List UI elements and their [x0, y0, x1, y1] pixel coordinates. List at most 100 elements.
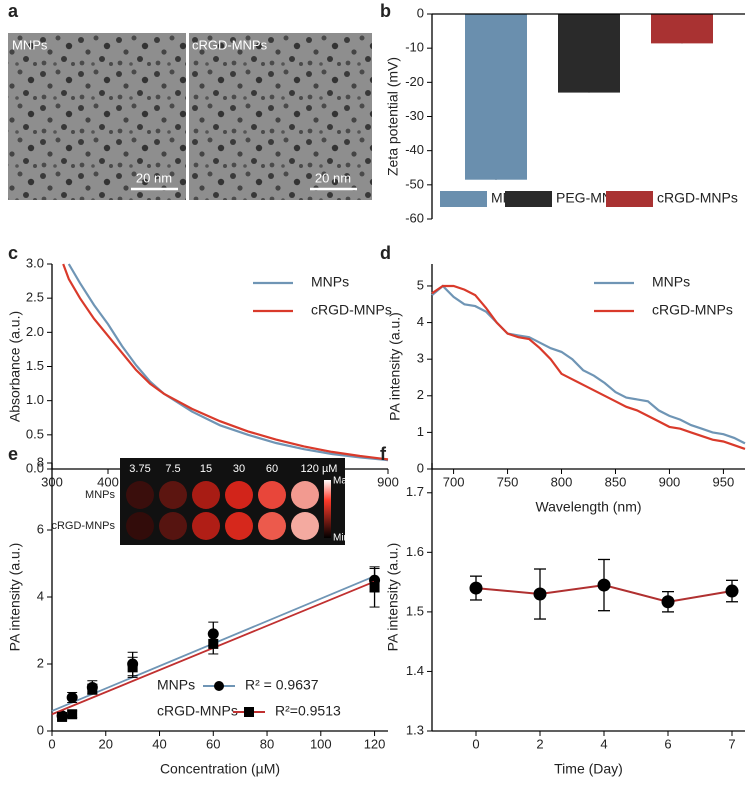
x-tick-label: 750 — [497, 474, 519, 489]
series-line — [431, 284, 746, 450]
legend-box — [436, 187, 744, 211]
panel-label: a — [8, 1, 19, 21]
x-tick-label: 700 — [443, 474, 465, 489]
legend-label: cRGD-MNPs — [157, 703, 238, 719]
inset-well — [258, 481, 286, 509]
legend-r2: R² = 0.9637 — [245, 677, 319, 693]
y-tick-label: 6 — [37, 521, 44, 536]
legend-swatch — [440, 191, 487, 207]
inset-well — [159, 512, 187, 540]
legend-label: cRGD-MNPs — [311, 302, 392, 318]
x-axis-label: Wavelength (nm) — [535, 499, 641, 515]
y-tick-label: 3 — [417, 351, 424, 366]
y-tick-label: -30 — [405, 108, 424, 123]
point — [597, 578, 611, 592]
legend-marker — [244, 707, 254, 717]
point — [67, 709, 78, 720]
image-label: MNPs — [12, 37, 48, 52]
point — [208, 638, 219, 649]
x-tick-label: 800 — [551, 474, 573, 489]
panel-label: e — [8, 444, 18, 464]
legend-swatch — [505, 191, 552, 207]
y-tick-label: 0.0 — [26, 460, 44, 475]
panel-label: b — [380, 1, 391, 21]
y-tick-label: 1.0 — [26, 392, 44, 407]
legend-swatch — [606, 191, 653, 207]
panel-label: c — [8, 243, 18, 263]
point — [369, 581, 380, 592]
colorbar-label: Max — [333, 476, 352, 487]
point — [469, 581, 483, 595]
y-tick-label: 3.0 — [26, 255, 44, 270]
y-tick-label: 1.3 — [406, 722, 424, 737]
inset-well — [126, 512, 154, 540]
scale-label: 20 nm — [315, 170, 351, 185]
x-tick-label: 80 — [260, 736, 274, 751]
inset-column-label: 7.5 — [165, 463, 180, 475]
inset-well — [159, 481, 187, 509]
x-tick-label: 950 — [713, 474, 735, 489]
tem-image — [189, 33, 372, 200]
y-tick-label: 1 — [417, 424, 424, 439]
y-tick-label: 2 — [37, 655, 44, 670]
point — [725, 584, 739, 598]
y-tick-label: 1.7 — [406, 484, 424, 499]
inset-row-label: MNPs — [85, 489, 115, 501]
colorbar — [324, 480, 331, 538]
point — [127, 662, 138, 673]
y-tick-label: -10 — [405, 40, 424, 55]
bar — [558, 14, 620, 93]
x-tick-label: 850 — [605, 474, 627, 489]
y-tick-label: 2.5 — [26, 290, 44, 305]
x-tick-label: 900 — [659, 474, 681, 489]
inset-well — [291, 512, 319, 540]
y-tick-label: 1.5 — [26, 358, 44, 373]
y-axis-label: Zeta potential (mV) — [385, 57, 401, 176]
y-tick-label: -40 — [405, 142, 424, 157]
x-axis-label: Time (Day) — [554, 761, 623, 777]
x-tick-label: 100 — [310, 736, 332, 751]
scale-label: 20 nm — [136, 170, 172, 185]
legend-label: MNPs — [652, 274, 690, 290]
legend-label: cRGD-MNPs — [657, 190, 738, 206]
inset-well — [126, 481, 154, 509]
inset-column-label: 120 µM — [301, 463, 338, 475]
y-tick-label: -50 — [405, 176, 424, 191]
x-axis-label: Concentration (µM) — [160, 761, 280, 777]
y-tick-label: 5 — [417, 277, 424, 292]
x-tick-label: 0 — [472, 736, 479, 751]
y-tick-label: -20 — [405, 74, 424, 89]
y-tick-label: 0.5 — [26, 426, 44, 441]
y-tick-label: 2 — [417, 387, 424, 402]
point — [66, 692, 78, 703]
legend-label: cRGD-MNPs — [652, 302, 733, 318]
legend-label: MNPs — [311, 274, 349, 290]
x-tick-label: 2 — [536, 736, 543, 751]
point — [661, 595, 675, 609]
inset-column-label: 15 — [200, 463, 212, 475]
inset-column-label: 60 — [266, 463, 278, 475]
y-tick-label: -60 — [405, 210, 424, 225]
series-line — [431, 284, 746, 445]
tem-image — [8, 33, 186, 200]
y-tick-label: 4 — [417, 314, 424, 329]
legend-marker — [214, 681, 224, 691]
x-tick-label: 4 — [600, 736, 607, 751]
point — [533, 587, 547, 601]
legend-r2: R²=0.9513 — [275, 703, 341, 719]
x-tick-label: 20 — [99, 736, 113, 751]
panel-label: f — [380, 444, 387, 464]
y-tick-label: 1.6 — [406, 544, 424, 559]
inset-column-label: 3.75 — [129, 463, 150, 475]
point — [87, 684, 98, 695]
y-tick-label: 0 — [417, 5, 424, 20]
inset-well — [291, 481, 319, 509]
y-tick-label: 0 — [37, 722, 44, 737]
y-tick-label: 1.4 — [406, 663, 424, 678]
x-tick-label: 40 — [152, 736, 166, 751]
x-tick-label: 120 — [364, 736, 386, 751]
y-axis-label: PA intensity (a.u.) — [385, 543, 401, 652]
x-tick-label: 7 — [728, 736, 735, 751]
panel-label: d — [380, 243, 391, 263]
